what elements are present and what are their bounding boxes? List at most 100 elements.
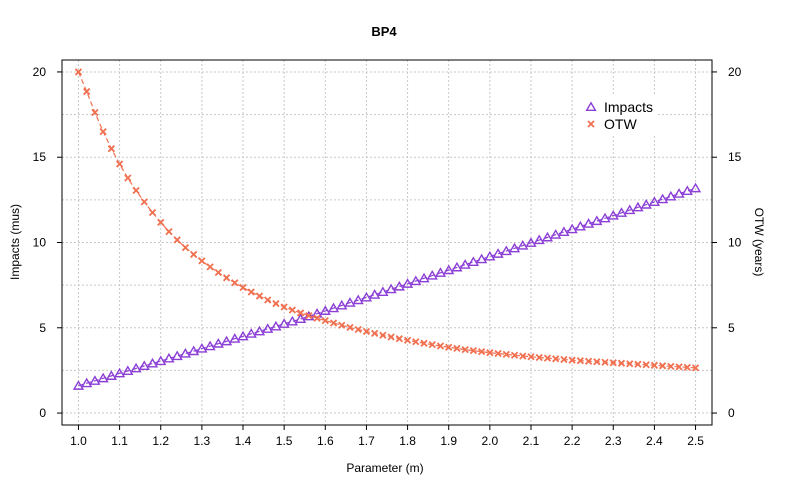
data-point-otw [115, 160, 124, 168]
data-point-otw [157, 218, 165, 227]
data-point-otw [420, 339, 428, 347]
data-point-impacts [130, 362, 142, 373]
data-point-otw [198, 257, 206, 265]
data-point-impacts [319, 305, 331, 315]
data-point-impacts [237, 330, 249, 341]
chart-title: BP4 [371, 24, 397, 39]
data-point-impacts [574, 220, 586, 231]
data-point-impacts [624, 204, 636, 215]
x-tick-label: 1.5 [276, 434, 293, 448]
data-point-otw [453, 344, 461, 353]
x-tick-label: 1.9 [440, 434, 457, 448]
x-tick-label: 1.6 [317, 434, 334, 448]
x-tick-label: 1.2 [152, 434, 169, 448]
data-point-otw [658, 362, 667, 370]
legend-marker-otw [587, 120, 595, 128]
data-point-impacts [657, 193, 669, 204]
data-point-impacts [188, 345, 200, 356]
x-tick-label: 2.0 [482, 434, 499, 448]
data-point-impacts [220, 335, 233, 346]
data-point-impacts [640, 199, 652, 209]
data-point-otw [247, 288, 255, 296]
data-point-otw [445, 343, 453, 351]
data-point-impacts [294, 313, 307, 323]
data-point-otw [99, 127, 107, 136]
data-point-impacts [517, 239, 529, 250]
x-tick-label: 2.2 [564, 434, 581, 448]
data-point-impacts [138, 360, 150, 371]
data-point-impacts [122, 365, 134, 375]
data-point-impacts [278, 318, 290, 328]
y-left-tick-label: 15 [33, 150, 47, 164]
data-point-otw [379, 331, 387, 339]
data-point-impacts [558, 226, 570, 236]
y-right-tick-label: 0 [728, 406, 735, 420]
data-point-impacts [591, 215, 603, 226]
series-layer [72, 68, 702, 390]
data-point-impacts [475, 253, 488, 264]
data-point-impacts [607, 209, 619, 220]
y-left-tick-label: 0 [39, 406, 46, 420]
data-point-impacts [336, 299, 348, 310]
data-point-otw [617, 359, 626, 367]
data-point-impacts [443, 264, 455, 275]
series-otw [74, 68, 700, 372]
series-impacts [72, 182, 702, 390]
data-point-impacts [113, 367, 126, 378]
data-point-otw [321, 316, 329, 325]
data-point-otw [436, 342, 445, 350]
data-point-otw [576, 357, 584, 365]
data-point-impacts [81, 377, 93, 388]
y-left-tick-label: 10 [33, 236, 47, 250]
data-point-impacts [632, 201, 644, 212]
data-point-otw [296, 309, 305, 317]
data-point-impacts [327, 302, 340, 313]
data-point-otw [428, 341, 436, 349]
data-point-otw [255, 292, 264, 300]
data-point-otw [502, 350, 510, 359]
data-point-otw [288, 306, 297, 314]
data-point-otw [560, 355, 568, 364]
data-point-impacts [377, 286, 389, 297]
data-point-impacts [360, 291, 373, 302]
data-point-otw [91, 108, 99, 117]
data-point-otw [568, 356, 576, 364]
data-point-otw [403, 336, 412, 344]
data-point-impacts [171, 350, 183, 361]
y-axis-left: 0 5 10 15 20 [33, 65, 62, 420]
data-point-otw [675, 363, 683, 371]
data-point-impacts [533, 234, 545, 245]
y-axis-left-label: Impacts (mus) [8, 204, 22, 280]
data-point-impacts [105, 370, 117, 380]
y-right-tick-label: 15 [728, 150, 742, 164]
y-right-tick-label: 20 [728, 65, 742, 79]
data-point-impacts [550, 229, 562, 239]
data-point-otw [527, 353, 535, 361]
x-tick-label: 2.5 [687, 434, 704, 448]
data-point-otw [494, 349, 502, 358]
data-point-impacts [146, 357, 159, 368]
data-point-impacts [492, 248, 504, 258]
data-point-otw [387, 333, 395, 341]
data-point-impacts [484, 250, 496, 261]
data-point-impacts [179, 347, 192, 358]
series-line-impacts [78, 187, 696, 387]
data-point-otw [338, 321, 346, 329]
data-point-otw [601, 358, 609, 366]
data-point-impacts [673, 188, 685, 198]
data-point-otw [181, 243, 190, 252]
data-point-otw [206, 263, 214, 271]
grid [62, 60, 712, 425]
y-right-tick-label: 5 [728, 321, 735, 335]
data-point-otw [313, 314, 321, 322]
data-point-impacts [204, 340, 216, 351]
data-point-impacts [566, 223, 578, 234]
data-point-otw [222, 274, 231, 282]
y-axis-right: 0 5 10 15 20 [712, 65, 742, 420]
data-point-otw [609, 359, 617, 367]
data-point-impacts [155, 355, 167, 366]
x-axis-label: Parameter (m) [346, 461, 423, 475]
data-point-otw [165, 227, 173, 236]
data-point-impacts [434, 267, 447, 277]
data-point-otw [74, 68, 83, 76]
